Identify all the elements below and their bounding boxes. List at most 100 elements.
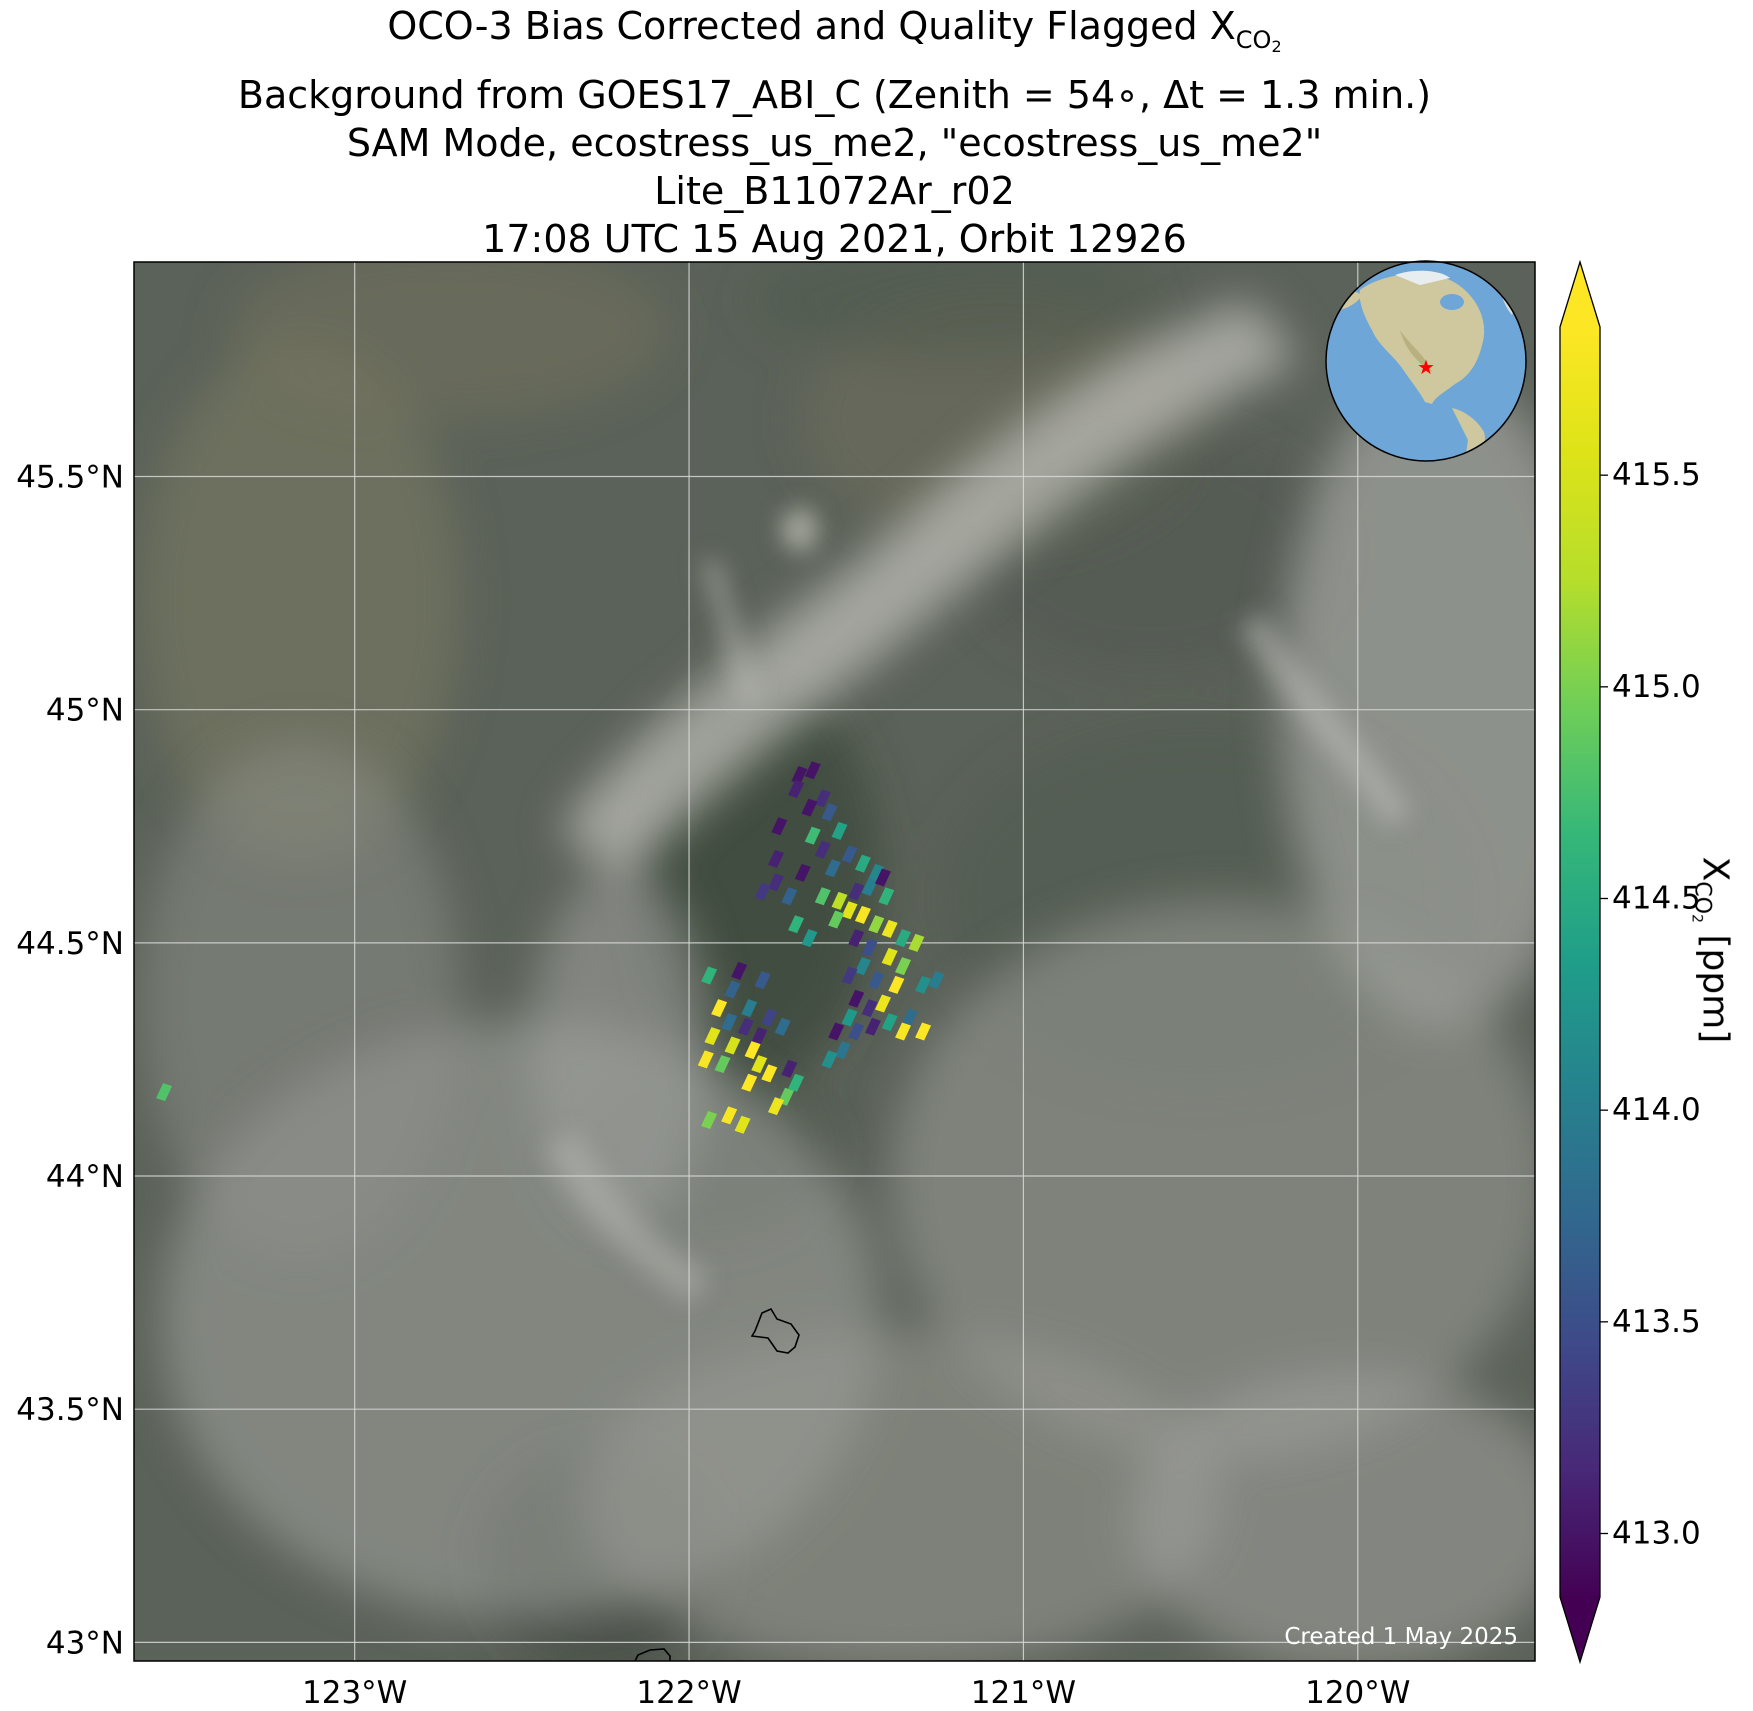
xco2-footprint bbox=[804, 826, 821, 845]
xco2-footprint bbox=[881, 1013, 898, 1032]
xco2-footprint bbox=[724, 1036, 741, 1055]
colorbar-tick-label: 415.0 bbox=[1612, 669, 1701, 705]
title-line-4: Lite_B11072Ar_r02 bbox=[654, 168, 1015, 213]
xco2-footprint bbox=[841, 845, 858, 864]
colorbar-tick-label: 415.5 bbox=[1612, 457, 1701, 493]
xco2-footprint bbox=[704, 1027, 721, 1046]
xco2-footprint bbox=[741, 999, 758, 1018]
colorbar-label: XCO2 [ppm] bbox=[1688, 857, 1735, 1044]
xco2-footprint bbox=[828, 1022, 845, 1041]
xco2-footprint bbox=[895, 929, 912, 948]
xco2-footprint bbox=[881, 947, 898, 966]
gridlines bbox=[134, 262, 1535, 1661]
created-date-label: Created 1 May 2025 bbox=[1284, 1624, 1518, 1650]
xco2-footprint bbox=[771, 817, 788, 836]
arctic-ice bbox=[1395, 270, 1450, 285]
xco2-footprint bbox=[848, 989, 865, 1008]
lon-tick-label: 120°W bbox=[1305, 1675, 1410, 1711]
xco2-footprint bbox=[848, 929, 865, 948]
xco2-footprint bbox=[156, 1083, 173, 1102]
colorbar-ticks: 413.0 413.5 414.0 414.5 415.0 415.5 bbox=[1600, 457, 1701, 1552]
title-subsubscript: 2 bbox=[1271, 36, 1282, 56]
xco2-footprint bbox=[721, 1106, 738, 1125]
xco2-footprint bbox=[848, 1022, 865, 1041]
xco2-footprint bbox=[794, 863, 811, 882]
longitude-tick-labels: 123°W 122°W 121°W 120°W bbox=[302, 1675, 1410, 1711]
outlines bbox=[634, 1307, 800, 1661]
title-line-2: Background from GOES17_ABI_C (Zenith = 5… bbox=[237, 72, 1432, 117]
xco2-footprint bbox=[724, 980, 741, 999]
xco2-footprint bbox=[841, 1008, 858, 1027]
xco2-footprint bbox=[878, 887, 895, 906]
xco2-footprint bbox=[861, 877, 878, 896]
inset-globe: ★ bbox=[1325, 260, 1527, 462]
smoke-wisps bbox=[544, 508, 1413, 1305]
xco2-footprint bbox=[915, 1022, 932, 1041]
colorbar-tick-label: 414.0 bbox=[1612, 1092, 1701, 1128]
xco2-footprint bbox=[828, 910, 845, 929]
title-line-1: OCO-3 Bias Corrected and Quality Flagged… bbox=[134, 2, 1535, 71]
colorbar-tick-label: 413.0 bbox=[1612, 1516, 1701, 1552]
latitude-tick-labels: 43°N 43.5°N 44°N 44.5°N 45°N 45.5°N bbox=[16, 460, 124, 1662]
lat-tick-label: 44.5°N bbox=[16, 926, 124, 962]
xco2-soundings bbox=[156, 761, 945, 1134]
xco2-footprint bbox=[804, 761, 821, 780]
xco2-footprint bbox=[767, 849, 784, 868]
xco2-footprint bbox=[761, 1064, 778, 1083]
xco2-footprint bbox=[814, 840, 831, 859]
title-line-3: SAM Mode, ecostress_us_me2, "ecostress_u… bbox=[346, 120, 1323, 165]
xco2-footprint bbox=[868, 971, 885, 990]
colorbar-extend-top bbox=[1560, 262, 1600, 327]
colorbar-label-x: X bbox=[1694, 856, 1736, 882]
xco2-footprint bbox=[788, 779, 805, 798]
location-star-marker: ★ bbox=[1417, 355, 1435, 379]
xco2-footprint bbox=[751, 1055, 768, 1074]
xco2-footprint bbox=[841, 966, 858, 985]
xco2-footprint bbox=[721, 1013, 738, 1032]
lat-tick-label: 43°N bbox=[46, 1625, 124, 1661]
xco2-footprint bbox=[701, 1111, 718, 1130]
xco2-footprint bbox=[781, 887, 798, 906]
xco2-footprint bbox=[854, 905, 871, 924]
smoke-plumes bbox=[140, 300, 1535, 1661]
xco2-footprint bbox=[791, 765, 808, 784]
xco2-footprint bbox=[928, 971, 945, 990]
xco2-footprint bbox=[711, 999, 728, 1018]
xco2-footprint bbox=[814, 887, 831, 906]
xco2-footprint bbox=[864, 1017, 881, 1036]
xco2-footprint bbox=[774, 1017, 791, 1036]
colorbar-extend-bottom bbox=[1560, 1597, 1600, 1662]
lat-tick-label: 43.5°N bbox=[16, 1392, 124, 1428]
xco2-footprint bbox=[801, 798, 818, 817]
lon-tick-label: 121°W bbox=[971, 1675, 1076, 1711]
colorbar-tick-label: 414.5 bbox=[1612, 881, 1701, 917]
colorbar: 413.0 413.5 414.0 414.5 415.0 415.5 bbox=[1559, 259, 1701, 1665]
xco2-footprint bbox=[754, 882, 771, 901]
xco2-footprint bbox=[767, 873, 784, 892]
xco2-footprint bbox=[908, 933, 925, 952]
colorbar-gradient bbox=[1560, 327, 1600, 1597]
xco2-footprint bbox=[831, 821, 848, 840]
xco2-footprint bbox=[731, 961, 748, 980]
globe-outline bbox=[1325, 260, 1527, 462]
xco2-footprint bbox=[788, 1073, 805, 1092]
xco2-footprint bbox=[848, 882, 865, 901]
lon-tick-label: 122°W bbox=[636, 1675, 741, 1711]
xco2-footprint bbox=[801, 929, 818, 948]
title-line-5: 17:08 UTC 15 Aug 2021, Orbit 12926 bbox=[482, 216, 1187, 261]
xco2-footprint bbox=[697, 1050, 714, 1069]
xco2-footprint bbox=[737, 1017, 754, 1036]
xco2-footprint bbox=[754, 971, 771, 990]
xco2-footprint bbox=[701, 966, 718, 985]
lake-outline-bottom bbox=[634, 1648, 671, 1661]
lake-outline bbox=[750, 1307, 800, 1354]
colorbar-label-units: [ppm] bbox=[1694, 922, 1736, 1044]
map-frame bbox=[133, 261, 1536, 1662]
west-us-terrain bbox=[1400, 330, 1432, 372]
lat-tick-label: 44°N bbox=[46, 1159, 124, 1195]
title-subscript: CO bbox=[1235, 25, 1272, 54]
xco2-footprint bbox=[788, 915, 805, 934]
title-line-1-text: OCO-3 Bias Corrected and Quality Flagged… bbox=[387, 4, 1236, 48]
xco2-footprint bbox=[881, 919, 898, 938]
xco2-footprint bbox=[915, 975, 932, 994]
